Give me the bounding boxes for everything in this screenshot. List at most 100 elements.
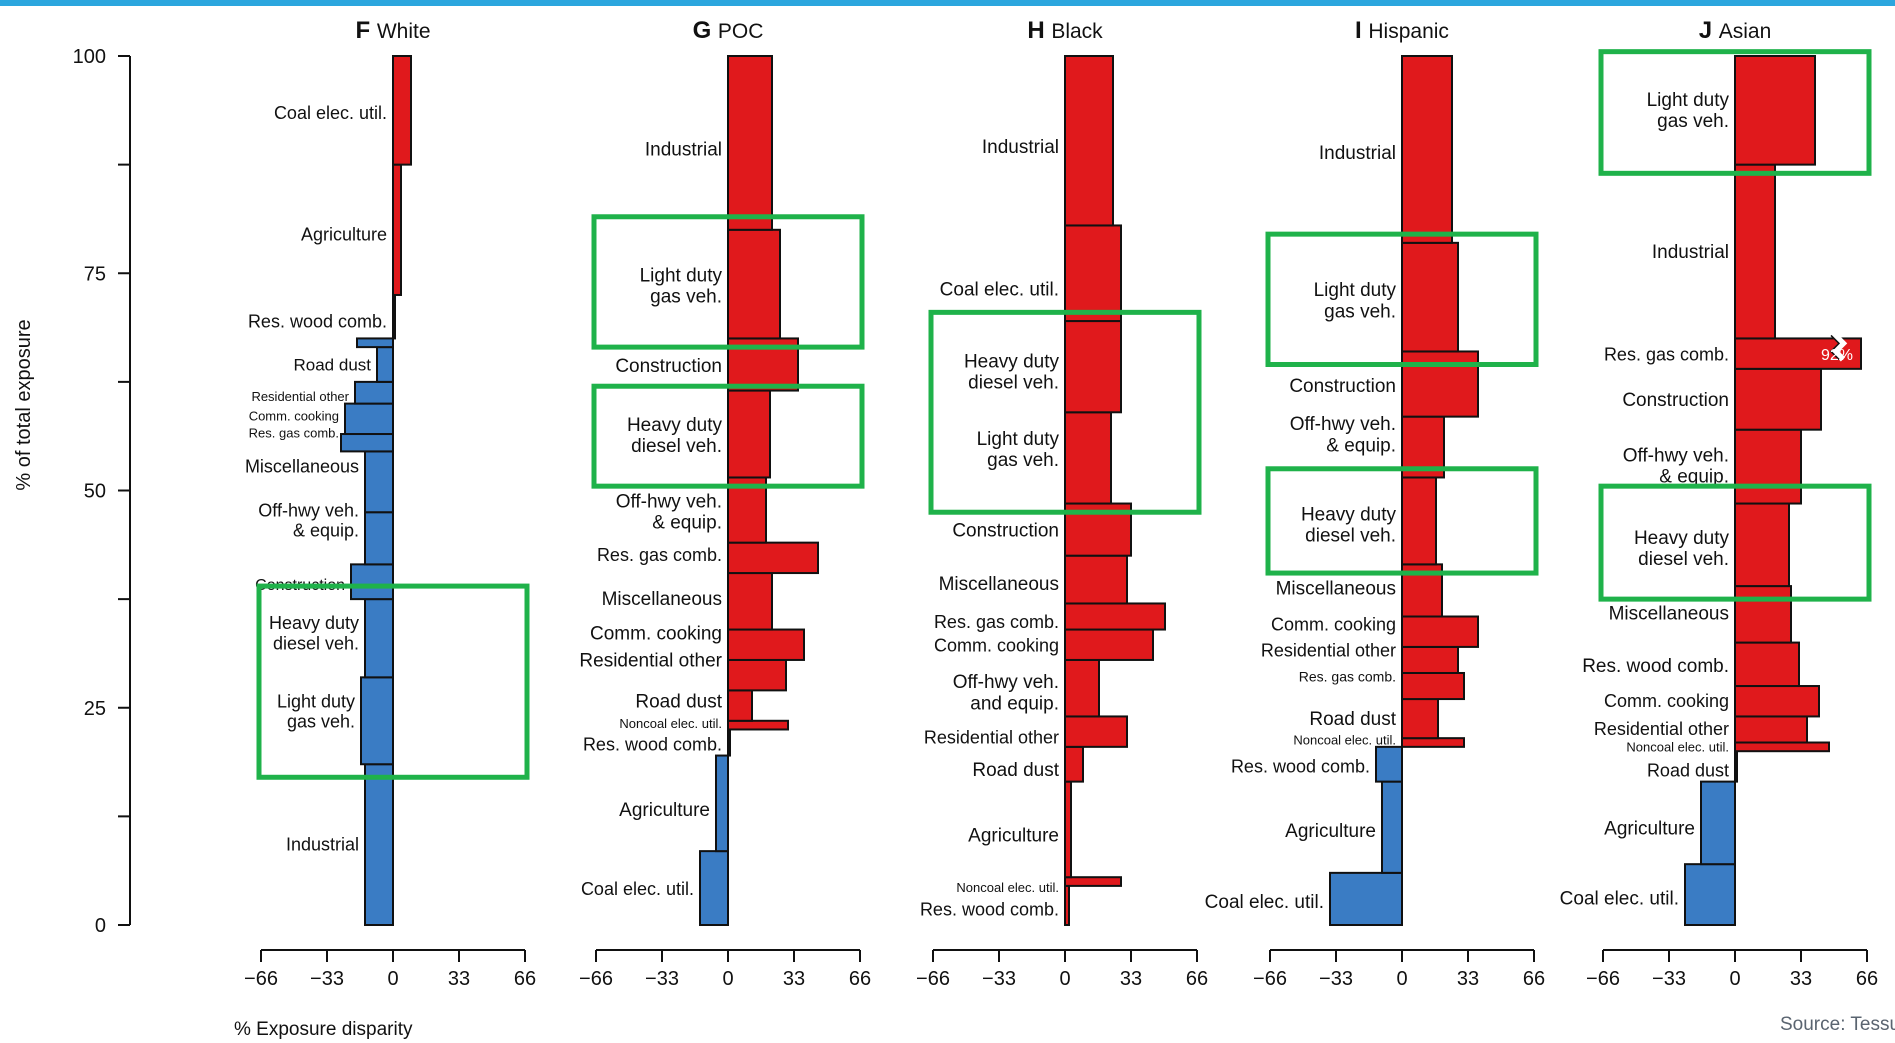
category-label: Coal elec. util. — [940, 280, 1059, 301]
highlight-box — [1265, 231, 1539, 367]
highlight-box — [1598, 49, 1872, 176]
highlight-box — [591, 383, 865, 489]
source-citation: Source: Tessum et al. 20 — [1780, 1014, 1895, 1035]
bar-res-gas-comb- — [340, 433, 394, 453]
y-tick-label: 0 — [95, 915, 106, 937]
bar-unlabeled — [356, 337, 394, 349]
bar-agriculture — [1064, 780, 1072, 879]
bar-res-gas-comb- — [1064, 602, 1166, 631]
category-label: Industrial — [982, 137, 1059, 158]
panel-title: I Hispanic — [1355, 17, 1449, 44]
x-axis-label: % Exposure disparity — [234, 1019, 413, 1040]
bar-industrial — [727, 55, 773, 231]
x-tick-label: 66 — [514, 968, 536, 990]
axis-break-mark — [1830, 333, 1848, 362]
category-label: Coal elec. util. — [1560, 889, 1679, 910]
x-tick-label: 33 — [1457, 968, 1479, 990]
bar-off-hwy-veh-equip- — [364, 511, 394, 566]
bar-res-gas-comb- — [727, 541, 819, 575]
bar-industrial — [1734, 163, 1776, 340]
x-tick-label: 33 — [783, 968, 805, 990]
bar-off-hwy-veh-equip- — [1734, 428, 1802, 505]
bar-heavy-duty-diesel-veh- — [1064, 320, 1122, 414]
category-label: Construction — [952, 520, 1059, 541]
bar-off-hwy-veh-and-equip- — [1064, 658, 1100, 718]
x-tick-label: −66 — [579, 968, 613, 990]
x-tick-label: 33 — [1120, 968, 1142, 990]
panel-title: G POC — [693, 17, 764, 44]
category-label: Residential other — [579, 651, 722, 672]
bar-res-gas-comb- — [1401, 671, 1465, 701]
chart-panels: F White Coal elec. util. Agriculture Res. w… — [244, 17, 1878, 990]
category-label: Light duty gas veh. — [1647, 90, 1730, 132]
category-label: Heavy duty diesel veh. — [269, 613, 359, 653]
category-label: Construction — [1622, 390, 1729, 411]
category-label: Coal elec. util. — [581, 879, 694, 899]
x-tick-label: 0 — [1396, 968, 1407, 990]
bar-heavy-duty-diesel-veh- — [1401, 476, 1437, 566]
bar-road-dust — [1401, 698, 1439, 740]
category-label: Res. wood comb. — [920, 900, 1059, 920]
bar-miscellaneous — [1734, 585, 1792, 644]
bar-residential-other — [1064, 715, 1128, 748]
category-label: Residential other — [924, 728, 1059, 748]
bar-res-wood-comb- — [1375, 745, 1403, 783]
category-label: Industrial — [1319, 143, 1396, 164]
bar-miscellaneous — [1064, 554, 1128, 605]
highlight-box — [591, 214, 865, 350]
category-label: Coal elec. util. — [1205, 892, 1324, 913]
bar-light-duty-gas-veh- — [360, 676, 394, 766]
panel-white: F White Coal elec. util. Agriculture Res. w… — [244, 17, 536, 990]
bar-agriculture — [392, 163, 402, 296]
category-label: Coal elec. util. — [274, 103, 387, 123]
category-label: Road dust — [972, 760, 1059, 781]
x-tick-label: −66 — [916, 968, 950, 990]
category-label: Road dust — [1647, 761, 1729, 781]
category-label: Heavy duty diesel veh. — [1634, 528, 1730, 570]
x-tick-label: −33 — [1319, 968, 1353, 990]
category-label: Industrial — [645, 140, 722, 161]
category-label: Light duty gas veh. — [977, 429, 1060, 471]
bar-comm-cooking — [344, 402, 394, 436]
bar-noncoal-elec-util- — [1064, 876, 1122, 887]
x-tick-label: −33 — [310, 968, 344, 990]
x-tick-label: 0 — [387, 968, 398, 990]
bar-agriculture — [1700, 780, 1736, 866]
x-tick-label: 66 — [849, 968, 871, 990]
bar-light-duty-gas-veh- — [1734, 55, 1816, 166]
bar-heavy-duty-diesel-veh- — [1734, 502, 1790, 588]
category-label: Res. wood comb. — [583, 735, 722, 755]
bar-miscellaneous — [727, 572, 773, 631]
x-tick-label: 66 — [1856, 968, 1878, 990]
x-tick-label: 0 — [1059, 968, 1070, 990]
category-label: Noncoal elec. util. — [1626, 739, 1729, 754]
category-label: Comm. cooking — [934, 635, 1059, 655]
category-label: Agriculture — [1285, 821, 1376, 842]
x-tick-label: −66 — [1586, 968, 1620, 990]
x-tick-label: −66 — [244, 968, 278, 990]
highlight-box — [1598, 483, 1872, 602]
category-label: Off-hwy veh. & equip. — [616, 491, 722, 533]
bar-res-wood-comb- — [1734, 641, 1800, 688]
y-tick-label: 50 — [84, 481, 106, 503]
category-label: Comm. cooking — [1604, 691, 1729, 711]
bar-light-duty-gas-veh- — [1064, 411, 1112, 505]
y-tick-label: 100 — [73, 46, 106, 68]
category-label: Agriculture — [619, 800, 710, 821]
bar-construction — [1734, 367, 1822, 431]
x-tick-label: −66 — [1253, 968, 1287, 990]
y-tick-label: 75 — [84, 263, 106, 285]
bar-road-dust — [727, 689, 753, 722]
category-label: Res. gas comb. — [1604, 344, 1729, 364]
bar-agriculture — [1381, 780, 1403, 874]
bar-coal-elec-util- — [1684, 863, 1736, 926]
category-label: Off-hwy veh. & equip. — [1623, 445, 1729, 487]
category-label: Light duty gas veh. — [277, 691, 355, 731]
category-label: Miscellaneous — [1609, 604, 1729, 625]
category-label: Off-hwy veh. & equip. — [258, 500, 359, 540]
category-label: Miscellaneous — [939, 574, 1059, 595]
y-axis-label: % of total exposure — [13, 319, 35, 490]
category-label: Res. wood comb. — [248, 311, 387, 331]
category-label: Residential other — [1594, 719, 1729, 739]
